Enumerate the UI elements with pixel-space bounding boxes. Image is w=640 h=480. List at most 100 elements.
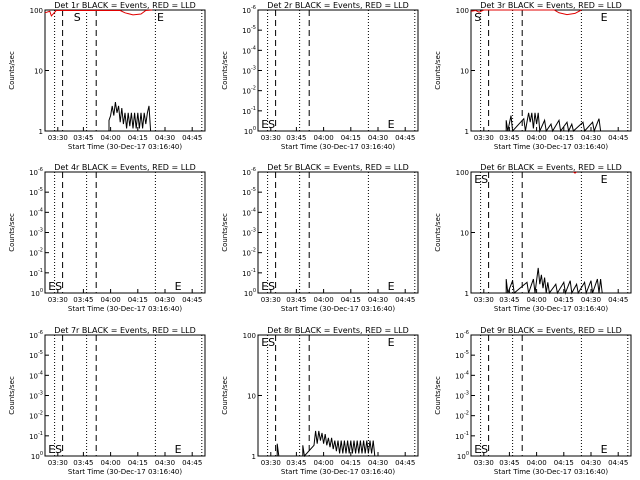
x-tick-label: 04:00	[527, 134, 547, 142]
x-tick-label: 04:45	[395, 459, 415, 467]
x-tick-label: 03:45	[73, 459, 93, 467]
y-tick-label: 10-5	[455, 350, 469, 360]
x-tick-label: 04:00	[314, 459, 334, 467]
y-tick-label: 10-5	[29, 187, 43, 197]
x-tick-label: 04:30	[368, 134, 388, 142]
y-tick-label: 10-3	[29, 391, 43, 401]
y-tick-label: 1	[465, 128, 469, 136]
y-tick-label: 10-3	[455, 391, 469, 401]
x-tick-label: 03:30	[261, 296, 281, 304]
x-tick-label: 04:45	[395, 134, 415, 142]
x-axis-label: Start Time (30-Dec-17 03:16:40)	[494, 305, 608, 313]
y-axis-label: Counts/sec	[8, 51, 16, 90]
series-line-2	[44, 9, 153, 17]
x-tick-label: 04:15	[128, 459, 148, 467]
x-tick-label: 03:45	[73, 296, 93, 304]
marker-label-e: E	[175, 443, 182, 456]
series-line-1	[505, 267, 603, 295]
y-tick-label: 10-2	[242, 86, 256, 96]
marker-label-e: E	[388, 280, 395, 293]
y-axis-label: Counts/sec	[8, 213, 16, 252]
x-tick-label: 04:15	[128, 296, 148, 304]
x-tick-label: 04:30	[155, 296, 175, 304]
plot-frame	[257, 171, 419, 294]
y-tick-label: 10-4	[29, 207, 43, 217]
x-tick-label: 03:45	[499, 134, 519, 142]
y-tick-label: 10	[460, 68, 469, 76]
y-tick-label: 10	[247, 393, 256, 401]
panel-det-3: Det 3r BLACK = Events, RED = LLD 1 10 100 03…	[434, 1, 632, 151]
plot-frame	[470, 334, 632, 457]
x-tick-label: 04:00	[101, 459, 121, 467]
x-tick-label: 04:00	[101, 296, 121, 304]
y-tick-label: 100	[30, 7, 43, 15]
y-tick-label: 10-4	[455, 370, 469, 380]
plot-frame	[470, 171, 632, 294]
y-tick-label: 100	[456, 169, 469, 177]
marker-label-es: ES	[474, 443, 488, 456]
y-axis-label: Counts/sec	[8, 376, 16, 415]
panel-det-7: Det 7r BLACK = Events, RED = LLD 100 10-1 1…	[8, 326, 206, 476]
x-axis-label: Start Time (30-Dec-17 03:16:40)	[494, 468, 608, 476]
x-tick-label: 04:45	[608, 459, 628, 467]
x-tick-label: 04:45	[182, 134, 202, 142]
y-tick-label: 10-2	[29, 248, 43, 258]
series-line-1	[505, 112, 602, 133]
y-tick-label: 100	[31, 288, 43, 298]
x-tick-label: 04:45	[608, 134, 628, 142]
marker-label-e: E	[388, 118, 395, 131]
marker-label-es: ES	[474, 173, 488, 186]
marker-label-e: E	[601, 443, 608, 456]
marker-label-e: E	[388, 336, 395, 349]
marker-label-s: S	[474, 11, 481, 24]
y-tick-label: 100	[31, 451, 43, 461]
x-tick-label: 04:30	[155, 459, 175, 467]
panel-det-9: Det 9r BLACK = Events, RED = LLD 100 10-1 1…	[434, 326, 632, 476]
x-tick-label: 04:00	[314, 134, 334, 142]
x-axis-label: Start Time (30-Dec-17 03:16:40)	[68, 143, 182, 151]
x-tick-label: 03:30	[48, 134, 68, 142]
y-tick-label: 10-1	[455, 431, 469, 441]
panel-det-2: Det 2r BLACK = Events, RED = LLD 100 10-1 1…	[221, 1, 419, 151]
x-tick-label: 04:30	[368, 296, 388, 304]
plot-frame	[44, 334, 206, 457]
y-tick-label: 100	[244, 126, 256, 136]
panel-title: Det 3r BLACK = Events, RED = LLD	[480, 1, 622, 10]
y-tick-label: 1	[465, 290, 469, 298]
x-tick-label: 04:30	[581, 296, 601, 304]
y-axis-label: Counts/sec	[434, 213, 442, 252]
x-tick-label: 03:45	[286, 459, 306, 467]
y-tick-label: 10-6	[455, 330, 469, 340]
y-tick-label: 10-6	[29, 330, 43, 340]
y-tick-label: 10-5	[242, 25, 256, 35]
x-tick-label: 04:30	[581, 459, 601, 467]
series-line-1	[276, 430, 376, 458]
x-tick-label: 04:45	[182, 296, 202, 304]
panel-det-1: Det 1r BLACK = Events, RED = LLD 1 10 100 03…	[8, 1, 206, 151]
x-axis-label: Start Time (30-Dec-17 03:16:40)	[281, 468, 395, 476]
x-tick-label: 03:30	[48, 296, 68, 304]
panel-title: Det 5r BLACK = Events, RED = LLD	[267, 163, 409, 172]
panel-title: Det 2r BLACK = Events, RED = LLD	[267, 1, 409, 10]
y-tick-label: 10-1	[29, 268, 43, 278]
marker-label-es: ES	[261, 280, 275, 293]
y-tick-label: 100	[457, 451, 469, 461]
series-line-1	[108, 102, 152, 132]
y-tick-label: 10-4	[242, 45, 256, 55]
series-line-2	[470, 9, 582, 16]
panel-det-4: Det 4r BLACK = Events, RED = LLD 100 10-1 1…	[8, 163, 206, 313]
y-axis-label: Counts/sec	[434, 51, 442, 90]
y-tick-label: 10-1	[242, 268, 256, 278]
x-tick-label: 04:15	[341, 296, 361, 304]
panel-title: Det 8r BLACK = Events, RED = LLD	[267, 326, 409, 335]
y-tick-label: 10-1	[242, 106, 256, 116]
y-tick-label: 10-1	[29, 431, 43, 441]
y-axis-label: Counts/sec	[434, 376, 442, 415]
x-tick-label: 04:15	[554, 296, 574, 304]
x-tick-label: 03:30	[48, 459, 68, 467]
x-tick-label: 03:45	[286, 296, 306, 304]
series-line-2	[573, 171, 577, 174]
y-tick-label: 10-6	[242, 167, 256, 177]
marker-label-es: ES	[48, 280, 62, 293]
